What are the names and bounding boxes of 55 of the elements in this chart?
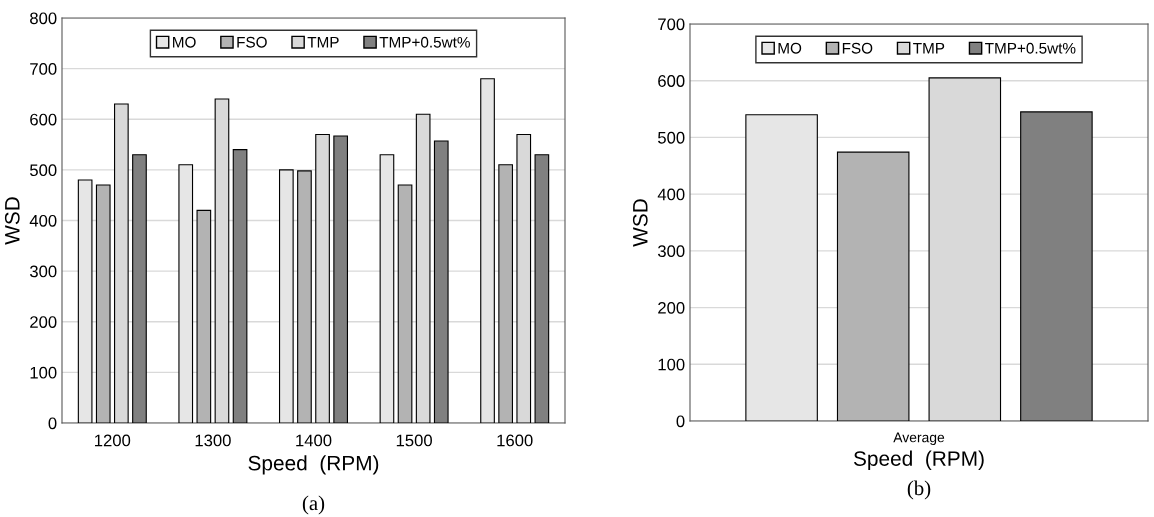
bar [379, 154, 395, 423]
legend-label: TMP+0.5wt% [985, 42, 1076, 54]
bar [745, 114, 818, 421]
bar [95, 184, 111, 423]
bar [333, 135, 349, 423]
bar [77, 179, 93, 423]
bar [480, 78, 495, 423]
y-axis-title: WSD [4, 197, 20, 245]
y-tick-label: 100 [658, 358, 685, 371]
y-tick-label: 0 [676, 415, 685, 428]
x-tick-label: 1400 [296, 434, 332, 447]
y-tick-label: 600 [658, 75, 685, 87]
bar [232, 149, 248, 423]
y-tick-label: 700 [658, 18, 685, 31]
y-tick-label: 400 [657, 188, 685, 201]
x-tick-label: 1500 [396, 434, 432, 447]
bar [836, 151, 910, 421]
bar [196, 209, 212, 423]
legend-label: TMP+0.5wt% [379, 36, 470, 48]
bar [1020, 111, 1093, 421]
text: (b) [907, 480, 931, 500]
x-tick-label: 1300 [195, 434, 231, 447]
legend-label: FSO [842, 42, 873, 54]
y-tick-label: 100 [30, 366, 57, 379]
legend-label: MO [778, 42, 802, 54]
y-tick-label: 400 [29, 214, 57, 227]
bar [178, 164, 194, 423]
y-tick-label: 700 [30, 63, 57, 75]
y-tick-label: 300 [657, 245, 685, 258]
y-tick-label: 0 [48, 417, 57, 430]
y-tick-label: 800 [30, 12, 57, 25]
y-tick-label: 300 [29, 265, 57, 278]
legend-label: TMP [913, 42, 945, 54]
x-axis-title: Speed (RPM) [853, 450, 984, 471]
legend-label: MO [173, 36, 196, 48]
y-axis-title: WSD [632, 199, 648, 247]
bar [534, 154, 550, 423]
x-tick-label: Average [893, 432, 945, 446]
bar [278, 169, 294, 423]
legend-label: TMP [307, 36, 339, 48]
x-tick-label: 1600 [497, 434, 533, 447]
x-axis-title: Speed (RPM) [248, 455, 379, 475]
bar [397, 184, 413, 423]
bar [132, 154, 147, 423]
bar [297, 170, 312, 423]
bar [498, 164, 513, 423]
y-tick-label: 500 [30, 164, 57, 177]
y-tick-label: 500 [658, 131, 685, 144]
x-tick-label: 1200 [95, 434, 131, 447]
bar [433, 140, 449, 423]
y-tick-label: 200 [30, 316, 57, 328]
y-tick-label: 600 [30, 113, 57, 126]
text: (a) [302, 495, 325, 515]
y-tick-label: 200 [658, 301, 685, 314]
legend-label: FSO [237, 36, 267, 48]
